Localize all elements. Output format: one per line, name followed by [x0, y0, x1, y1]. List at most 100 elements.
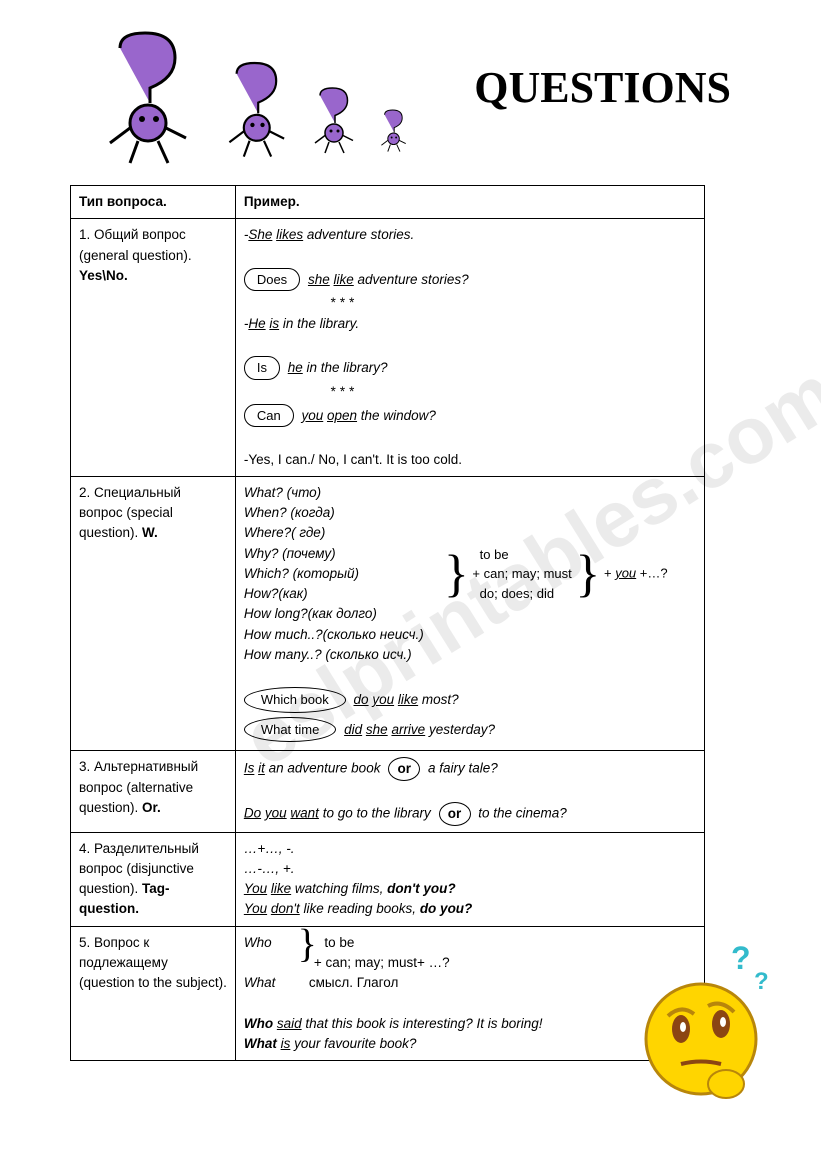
text: said — [277, 1016, 302, 1031]
header-type: Тип вопроса. — [71, 186, 236, 219]
qword: Why? (почему) — [244, 544, 444, 564]
text: What — [244, 975, 276, 990]
thinking-smiley-icon: ? ? — [626, 944, 776, 1114]
text: you — [301, 408, 323, 423]
text: Who — [244, 1016, 273, 1031]
text: like reading books, — [300, 901, 420, 916]
text: adventure stories. — [303, 227, 414, 242]
text: do you? — [420, 901, 473, 916]
questions-table: Тип вопроса. Пример. 1. Общий вопрос (ge… — [70, 185, 705, 1061]
text: most? — [418, 692, 459, 707]
text: yesterday? — [425, 722, 495, 737]
qword: When? (когда) — [244, 503, 444, 523]
text: is — [281, 1036, 291, 1051]
type-cell: 4. Разделительный вопрос (disjunctive qu… — [71, 832, 236, 926]
svg-text:?: ? — [754, 968, 769, 995]
table-header-row: Тип вопроса. Пример. — [71, 186, 705, 219]
text: in the library. — [279, 316, 359, 331]
text: …-…, +. — [244, 859, 696, 879]
qword: What? (что) — [244, 483, 444, 503]
qmark-characters-icon — [80, 28, 440, 178]
text: What — [244, 1036, 277, 1051]
row1-sub: (general question). — [79, 248, 192, 263]
text: like — [271, 881, 291, 896]
table-row: 2. Специальный вопрос (special question)… — [71, 476, 705, 751]
header-example: Пример. — [235, 186, 704, 219]
table-row: 4. Разделительный вопрос (disjunctive qu… — [71, 832, 705, 926]
text: You — [244, 901, 267, 916]
text: She — [248, 227, 272, 242]
row2-tag: W. — [142, 525, 158, 540]
text: do — [354, 692, 369, 707]
text: arrive — [391, 722, 425, 737]
text: adventure stories? — [354, 272, 469, 287]
type-cell: 3. Альтернативный вопрос (alternative qu… — [71, 751, 236, 832]
row5-num: 5. Вопрос к подлежащему (question to the… — [79, 935, 227, 991]
text: an adventure book — [265, 761, 384, 776]
type-cell: 1. Общий вопрос (general question). Yes\… — [71, 219, 236, 477]
pill-can: Can — [244, 404, 294, 428]
text: don't — [271, 901, 300, 916]
example-cell: Is it an adventure book or a fairy tale?… — [235, 751, 704, 832]
text: to be — [480, 547, 509, 562]
stars: *** — [244, 293, 444, 313]
text: He — [248, 316, 265, 331]
text: she — [308, 272, 330, 287]
row3-tag: Or. — [142, 800, 161, 815]
row4-num: 4. Разделительный вопрос (disjunctive qu… — [79, 841, 199, 897]
text: like — [398, 692, 418, 707]
text: to go to the library — [319, 805, 435, 820]
pill-is: Is — [244, 356, 280, 380]
type-cell: 2. Специальный вопрос (special question)… — [71, 476, 236, 751]
qword: How long?(как долго) — [244, 604, 444, 624]
table-row: 1. Общий вопрос (general question). Yes\… — [71, 219, 705, 477]
type-cell: 5. Вопрос к подлежащему (question to the… — [71, 926, 236, 1061]
text: смысл. Глагол — [309, 975, 399, 990]
qword: Where?( где) — [244, 523, 444, 543]
text: it — [258, 761, 265, 776]
text: likes — [276, 227, 303, 242]
qword: How much..?(сколько неисч.) — [244, 625, 444, 645]
row1-num: 1. Общий вопрос — [79, 227, 186, 242]
text: Do — [244, 805, 261, 820]
text: your favourite book? — [290, 1036, 416, 1051]
table-row: 5. Вопрос к подлежащему (question to the… — [71, 926, 705, 1061]
svg-text:?: ? — [731, 944, 751, 976]
row2-num: 2. Специальный вопрос (special question)… — [79, 485, 181, 541]
qword: How many..? (сколько исч.) — [244, 645, 444, 665]
text: open — [327, 408, 357, 423]
text: +…? — [636, 565, 667, 580]
page-title: QUESTIONS — [474, 62, 731, 113]
text: you — [615, 565, 636, 580]
text: -Yes, I can./ No, I can't. It is too col… — [244, 452, 462, 467]
text: want — [290, 805, 319, 820]
text: is — [269, 316, 279, 331]
text: You — [244, 881, 267, 896]
or-circle: or — [439, 802, 471, 826]
text: the window? — [357, 408, 436, 423]
text: did — [344, 722, 362, 737]
example-cell: What? (что) When? (когда) Where?( где) W… — [235, 476, 704, 751]
text: do; does; did — [480, 586, 554, 601]
text: + can; may; must+ …? — [314, 955, 450, 970]
pill-whichbook: Which book — [244, 687, 346, 713]
text: you — [265, 805, 287, 820]
text: to be — [324, 935, 354, 950]
text: in the library? — [303, 360, 388, 375]
text: to the cinema? — [475, 805, 567, 820]
table-row: 3. Альтернативный вопрос (alternative qu… — [71, 751, 705, 832]
text: + — [604, 565, 615, 580]
qword: How?(как) — [244, 584, 444, 604]
stars: *** — [244, 382, 444, 402]
or-circle: or — [388, 757, 420, 781]
text: don't you? — [387, 881, 455, 896]
text: he — [288, 360, 303, 375]
text: + can; may; must — [472, 566, 571, 581]
text: Is — [244, 761, 255, 776]
text: …+…, -. — [244, 839, 696, 859]
text: she — [366, 722, 388, 737]
text: you — [372, 692, 394, 707]
pill-whattime: What time — [244, 717, 337, 743]
row3-num: 3. Альтернативный вопрос (alternative qu… — [79, 759, 198, 815]
example-cell: -She likes adventure stories. Does she l… — [235, 219, 704, 477]
